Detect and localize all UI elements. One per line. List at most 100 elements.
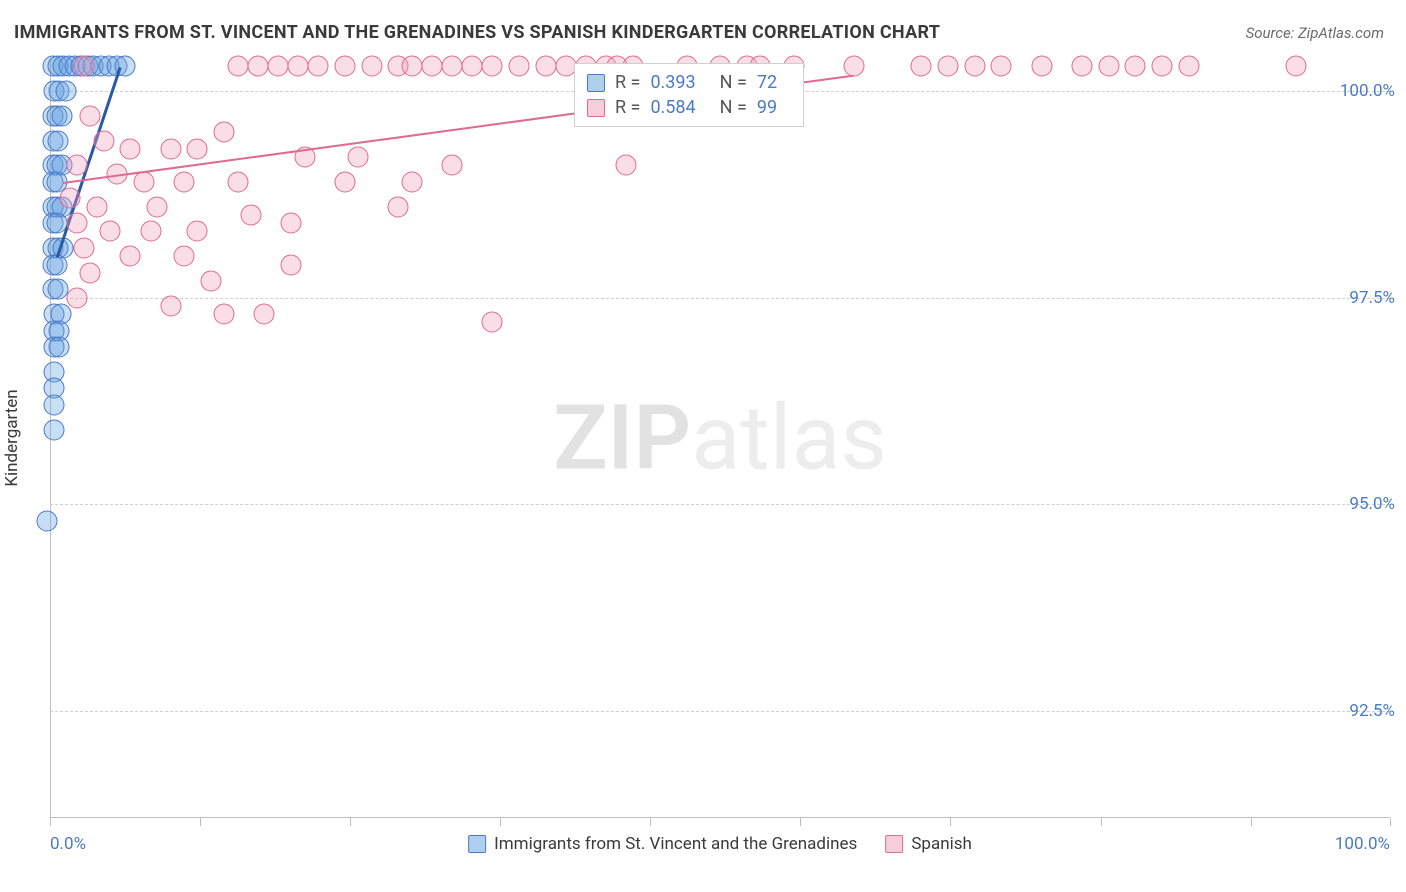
- data-point: [509, 56, 530, 77]
- data-point: [187, 138, 208, 159]
- data-point: [1125, 56, 1146, 77]
- data-point: [442, 56, 463, 77]
- data-point: [214, 304, 235, 325]
- chart-area: ZIPatlas 92.5%95.0%97.5%100.0% Kindergar…: [50, 58, 1390, 818]
- data-point: [281, 254, 302, 275]
- x-tick: [1390, 818, 1391, 826]
- data-point: [174, 246, 195, 267]
- data-point: [348, 147, 369, 168]
- data-point: [1031, 56, 1052, 77]
- data-point: [267, 56, 288, 77]
- data-point: [120, 246, 141, 267]
- data-point: [48, 130, 69, 151]
- legend-label-blue: Immigrants from St. Vincent and the Gren…: [494, 834, 857, 854]
- data-point: [52, 105, 73, 126]
- legend-item-pink: Spanish: [885, 834, 972, 854]
- data-point: [227, 171, 248, 192]
- legend: Immigrants from St. Vincent and the Gren…: [468, 834, 972, 854]
- y-tick-label: 95.0%: [1349, 494, 1395, 514]
- stats-box: R = 0.393 N = 72 R = 0.584 N = 99: [574, 63, 804, 127]
- stat-r-label: R =: [615, 97, 640, 118]
- watermark-zip: ZIP: [553, 386, 691, 491]
- stat-r-label: R =: [615, 72, 640, 93]
- data-point: [247, 56, 268, 77]
- x-tick: [1251, 818, 1252, 826]
- data-point: [60, 188, 81, 209]
- x-tick-label-min: 0.0%: [50, 834, 86, 854]
- data-point: [937, 56, 958, 77]
- data-point: [401, 56, 422, 77]
- data-point: [421, 56, 442, 77]
- x-tick: [800, 818, 801, 826]
- stat-r-blue: 0.393: [650, 72, 695, 93]
- data-point: [1071, 56, 1092, 77]
- plot-region: ZIPatlas 92.5%95.0%97.5%100.0%: [50, 58, 1390, 818]
- data-point: [964, 56, 985, 77]
- data-point: [442, 155, 463, 176]
- x-tick: [950, 818, 951, 826]
- y-axis-title: Kindergarten: [2, 389, 22, 486]
- data-point: [80, 262, 101, 283]
- data-point: [991, 56, 1012, 77]
- stat-n-blue: 72: [757, 72, 777, 93]
- data-point: [66, 155, 87, 176]
- data-point: [93, 130, 114, 151]
- data-point: [160, 138, 181, 159]
- data-point: [361, 56, 382, 77]
- legend-label-pink: Spanish: [911, 834, 972, 854]
- source-label: Source: ZipAtlas.com: [1246, 24, 1384, 42]
- data-point: [174, 171, 195, 192]
- data-point: [462, 56, 483, 77]
- data-point: [911, 56, 932, 77]
- data-point: [287, 56, 308, 77]
- x-tick-label-max: 100.0%: [1335, 834, 1390, 854]
- data-point: [214, 122, 235, 143]
- data-point: [49, 337, 70, 358]
- data-point: [37, 510, 58, 531]
- data-point: [401, 171, 422, 192]
- grid-line: [50, 298, 1390, 299]
- data-point: [334, 56, 355, 77]
- data-point: [1179, 56, 1200, 77]
- data-point: [844, 56, 865, 77]
- y-tick-label: 100.0%: [1340, 81, 1395, 101]
- chart-title: IMMIGRANTS FROM ST. VINCENT AND THE GREN…: [14, 22, 940, 43]
- x-tick: [50, 818, 51, 826]
- data-point: [482, 312, 503, 333]
- watermark: ZIPatlas: [553, 386, 887, 491]
- x-tick: [500, 818, 501, 826]
- stat-n-pink: 99: [757, 97, 777, 118]
- data-point: [73, 238, 94, 259]
- data-point: [133, 171, 154, 192]
- stat-n-label: N =: [720, 72, 747, 93]
- x-tick: [650, 818, 651, 826]
- swatch-pink-icon: [587, 99, 605, 117]
- data-point: [80, 105, 101, 126]
- legend-swatch-pink-icon: [885, 835, 903, 853]
- data-point: [160, 295, 181, 316]
- data-point: [1098, 56, 1119, 77]
- grid-line: [50, 504, 1390, 505]
- stat-r-pink: 0.584: [650, 97, 695, 118]
- data-point: [482, 56, 503, 77]
- x-tick: [350, 818, 351, 826]
- data-point: [535, 56, 556, 77]
- grid-line: [50, 711, 1390, 712]
- data-point: [254, 304, 275, 325]
- data-point: [1286, 56, 1307, 77]
- data-point: [73, 56, 94, 77]
- stat-n-label: N =: [720, 97, 747, 118]
- watermark-atlas: atlas: [691, 386, 887, 491]
- data-point: [281, 213, 302, 234]
- data-point: [616, 155, 637, 176]
- data-point: [100, 221, 121, 242]
- swatch-blue-icon: [587, 74, 605, 92]
- data-point: [1152, 56, 1173, 77]
- data-point: [66, 287, 87, 308]
- y-tick-label: 97.5%: [1349, 288, 1395, 308]
- data-point: [44, 419, 65, 440]
- stats-row-pink: R = 0.584 N = 99: [587, 95, 791, 120]
- data-point: [308, 56, 329, 77]
- data-point: [140, 221, 161, 242]
- x-axis-line: [50, 817, 1390, 818]
